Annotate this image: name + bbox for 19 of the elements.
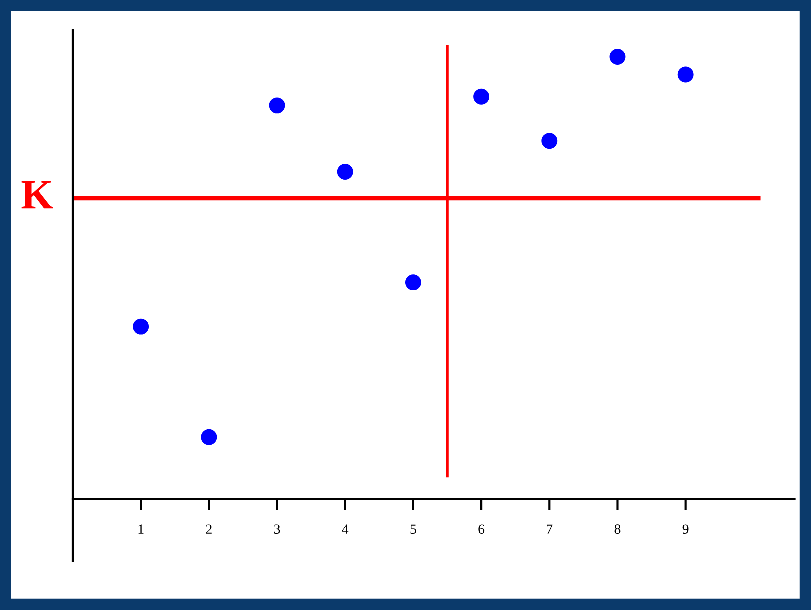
x-tick-label: 6 <box>478 524 485 534</box>
x-tick-label: 7 <box>547 524 553 534</box>
x-tick-label: 2 <box>206 524 212 534</box>
x-tick-label: 4 <box>342 524 349 534</box>
point <box>269 98 286 114</box>
x-tick-label: 5 <box>410 524 416 534</box>
point <box>610 49 626 66</box>
point <box>678 66 694 83</box>
point <box>133 318 150 335</box>
point <box>337 164 354 180</box>
x-tick-label: 1 <box>138 524 144 534</box>
x-tick-label: 8 <box>614 524 621 534</box>
x-tick-label: 3 <box>274 524 280 534</box>
x-tick-label: 9 <box>682 524 689 534</box>
ref-line-label: K <box>22 181 54 209</box>
point <box>201 429 218 446</box>
point <box>474 88 490 105</box>
point <box>542 133 558 150</box>
point <box>405 274 422 291</box>
